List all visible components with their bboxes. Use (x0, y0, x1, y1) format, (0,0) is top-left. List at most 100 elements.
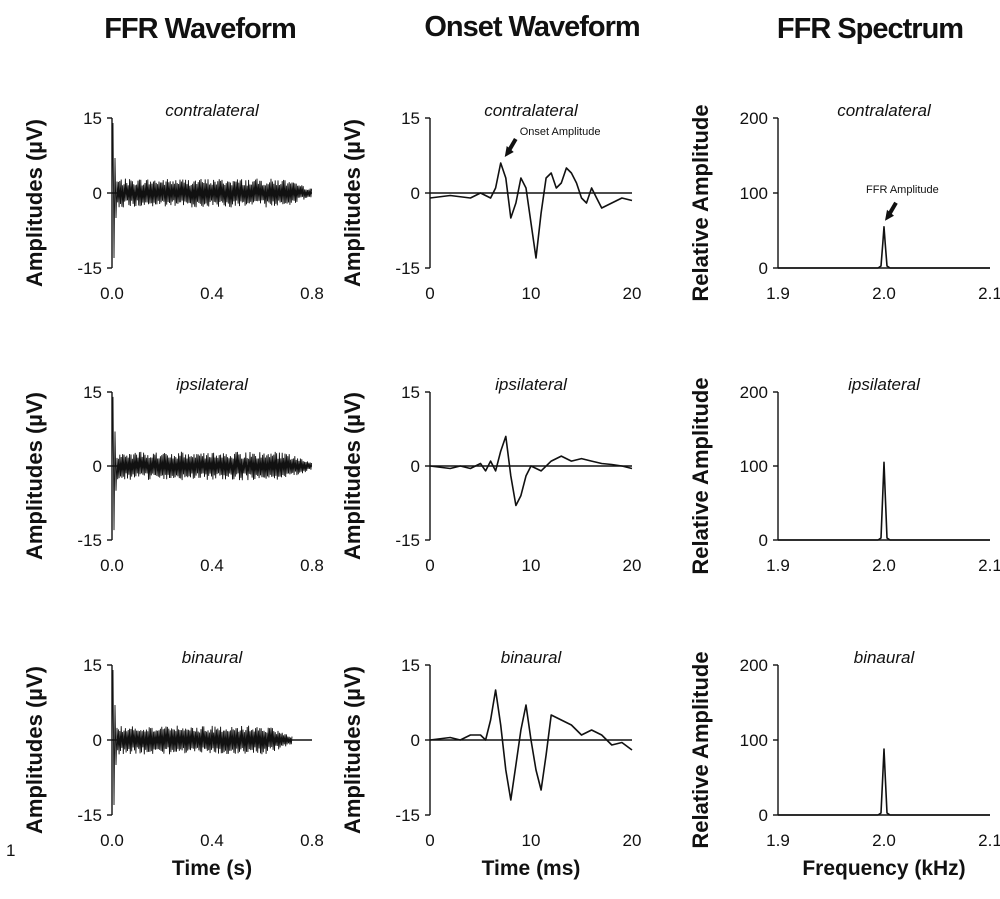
panel-0: -15 0 15 0.0 0.4 0.8 contralateral Amplitudes (… (22, 101, 324, 303)
x-tick-label: 2.0 (872, 556, 896, 575)
panel-title: contralateral (837, 101, 932, 120)
y-tick-label: -15 (395, 806, 420, 825)
panel-2: 0 100 200 1.9 2.0 2.1 contralateral Relative Am… (688, 101, 1000, 303)
x-tick-label: 20 (623, 556, 642, 575)
x-tick-label: 2.1 (978, 284, 1000, 303)
series-line (429, 689, 633, 801)
x-tick-label: 20 (623, 284, 642, 303)
panel-6: -15 0 15 0.0 0.4 0.8 binaural Amplitudes (µV) Ti… (22, 648, 324, 880)
panel-title: binaural (854, 648, 916, 667)
x-tick-label: 10 (522, 284, 541, 303)
x-tick-label: 0.8 (300, 556, 324, 575)
series-line (111, 396, 313, 531)
y-tick-label: 0 (759, 531, 768, 550)
y-axis-label: Relative Amplitude (688, 651, 713, 848)
y-tick-label: 100 (740, 457, 768, 476)
x-tick-label: 2.0 (872, 284, 896, 303)
panel-7: -15 0 15 0 10 20 binaural Amplitudes (µV) Time (… (340, 648, 641, 880)
y-tick-label: 200 (740, 383, 768, 402)
y-tick-label: -15 (395, 259, 420, 278)
panel-title: binaural (501, 648, 563, 667)
panel-1: -15 0 15 0 10 20 contralateral Amplitudes (µV) O… (340, 101, 641, 303)
x-tick-label: 10 (522, 556, 541, 575)
x-tick-label: 0.0 (100, 556, 124, 575)
y-tick-label: 15 (83, 109, 102, 128)
y-tick-label: 200 (740, 109, 768, 128)
panel-title: ipsilateral (848, 375, 921, 394)
panel-5: 0 100 200 1.9 2.0 2.1 ipsilateral Relative Ampl… (688, 375, 1000, 575)
y-tick-label: 0 (93, 731, 102, 750)
y-tick-label: 15 (401, 656, 420, 675)
x-axis-label: Time (s) (172, 857, 252, 880)
x-tick-label: 1.9 (766, 831, 790, 850)
series-line (778, 226, 990, 269)
panel-title: contralateral (165, 101, 260, 120)
y-tick-label: -15 (395, 531, 420, 550)
series-line (111, 669, 293, 806)
column-title-ffr-spectrum: FFR Spectrum (777, 13, 963, 45)
panels: -15 0 15 0.0 0.4 0.8 contralateral Amplitudes (… (22, 101, 1000, 880)
y-axis-label: Amplitudes (µV) (340, 666, 365, 834)
stray-label: 1 (6, 841, 15, 860)
panel-title: ipsilateral (495, 375, 568, 394)
panel-title: binaural (182, 648, 244, 667)
x-axis-label: Frequency (kHz) (802, 857, 965, 880)
x-tick-label: 0.4 (200, 831, 224, 850)
y-tick-label: -15 (77, 259, 102, 278)
y-tick-label: 15 (401, 383, 420, 402)
y-tick-label: 15 (83, 383, 102, 402)
x-tick-label: 0 (425, 284, 434, 303)
column-title-onset-waveform: Onset Waveform (424, 11, 639, 43)
x-tick-label: 10 (522, 831, 541, 850)
y-tick-label: -15 (77, 806, 102, 825)
series-line (111, 122, 313, 259)
x-tick-label: 0.4 (200, 284, 224, 303)
y-tick-label: 0 (411, 731, 420, 750)
panel-8: 0 100 200 1.9 2.0 2.1 binaural Relative Amplitu… (688, 648, 1000, 880)
x-tick-label: 0.0 (100, 284, 124, 303)
y-axis-label: Amplitudes (µV) (22, 119, 47, 287)
x-tick-label: 20 (623, 831, 642, 850)
x-tick-label: 1.9 (766, 556, 790, 575)
annotation-label: Onset Amplitude (520, 126, 601, 138)
panel-title: contralateral (484, 101, 579, 120)
y-tick-label: 100 (740, 184, 768, 203)
panel-3: -15 0 15 0.0 0.4 0.8 ipsilateral Amplitudes (µV… (22, 375, 324, 575)
series-line (778, 748, 990, 816)
x-tick-label: 2.1 (978, 831, 1000, 850)
annotation-arrowhead (885, 209, 894, 221)
x-tick-label: 0.8 (300, 831, 324, 850)
y-axis-label: Amplitudes (µV) (340, 119, 365, 287)
annotation-arrowhead (504, 146, 514, 157)
y-tick-label: 0 (759, 806, 768, 825)
y-tick-label: 0 (759, 259, 768, 278)
column-title-ffr-waveform: FFR Waveform (104, 13, 296, 45)
y-tick-label: -15 (77, 531, 102, 550)
x-tick-label: 0.8 (300, 284, 324, 303)
y-tick-label: 0 (411, 184, 420, 203)
y-axis-label: Amplitudes (µV) (22, 666, 47, 834)
y-axis-label: Amplitudes (µV) (22, 392, 47, 560)
x-tick-label: 2.0 (872, 831, 896, 850)
y-tick-label: 0 (93, 457, 102, 476)
annotation-label: FFR Amplitude (866, 184, 939, 196)
y-tick-label: 200 (740, 656, 768, 675)
x-tick-label: 0 (425, 556, 434, 575)
y-tick-label: 0 (411, 457, 420, 476)
series-line (778, 461, 990, 541)
panel-4: -15 0 15 0 10 20 ipsilateral Amplitudes (µV) (340, 375, 641, 575)
series-line (429, 435, 633, 507)
y-tick-label: 15 (401, 109, 420, 128)
x-axis-label: Time (ms) (482, 857, 581, 880)
y-tick-label: 0 (93, 184, 102, 203)
x-tick-label: 2.1 (978, 556, 1000, 575)
y-axis-label: Relative Amplitude (688, 104, 713, 301)
x-tick-label: 0.0 (100, 831, 124, 850)
x-tick-label: 0 (425, 831, 434, 850)
y-axis-label: Amplitudes (µV) (340, 392, 365, 560)
y-tick-label: 15 (83, 656, 102, 675)
x-tick-label: 0.4 (200, 556, 224, 575)
x-tick-label: 1.9 (766, 284, 790, 303)
panel-title: ipsilateral (176, 375, 249, 394)
